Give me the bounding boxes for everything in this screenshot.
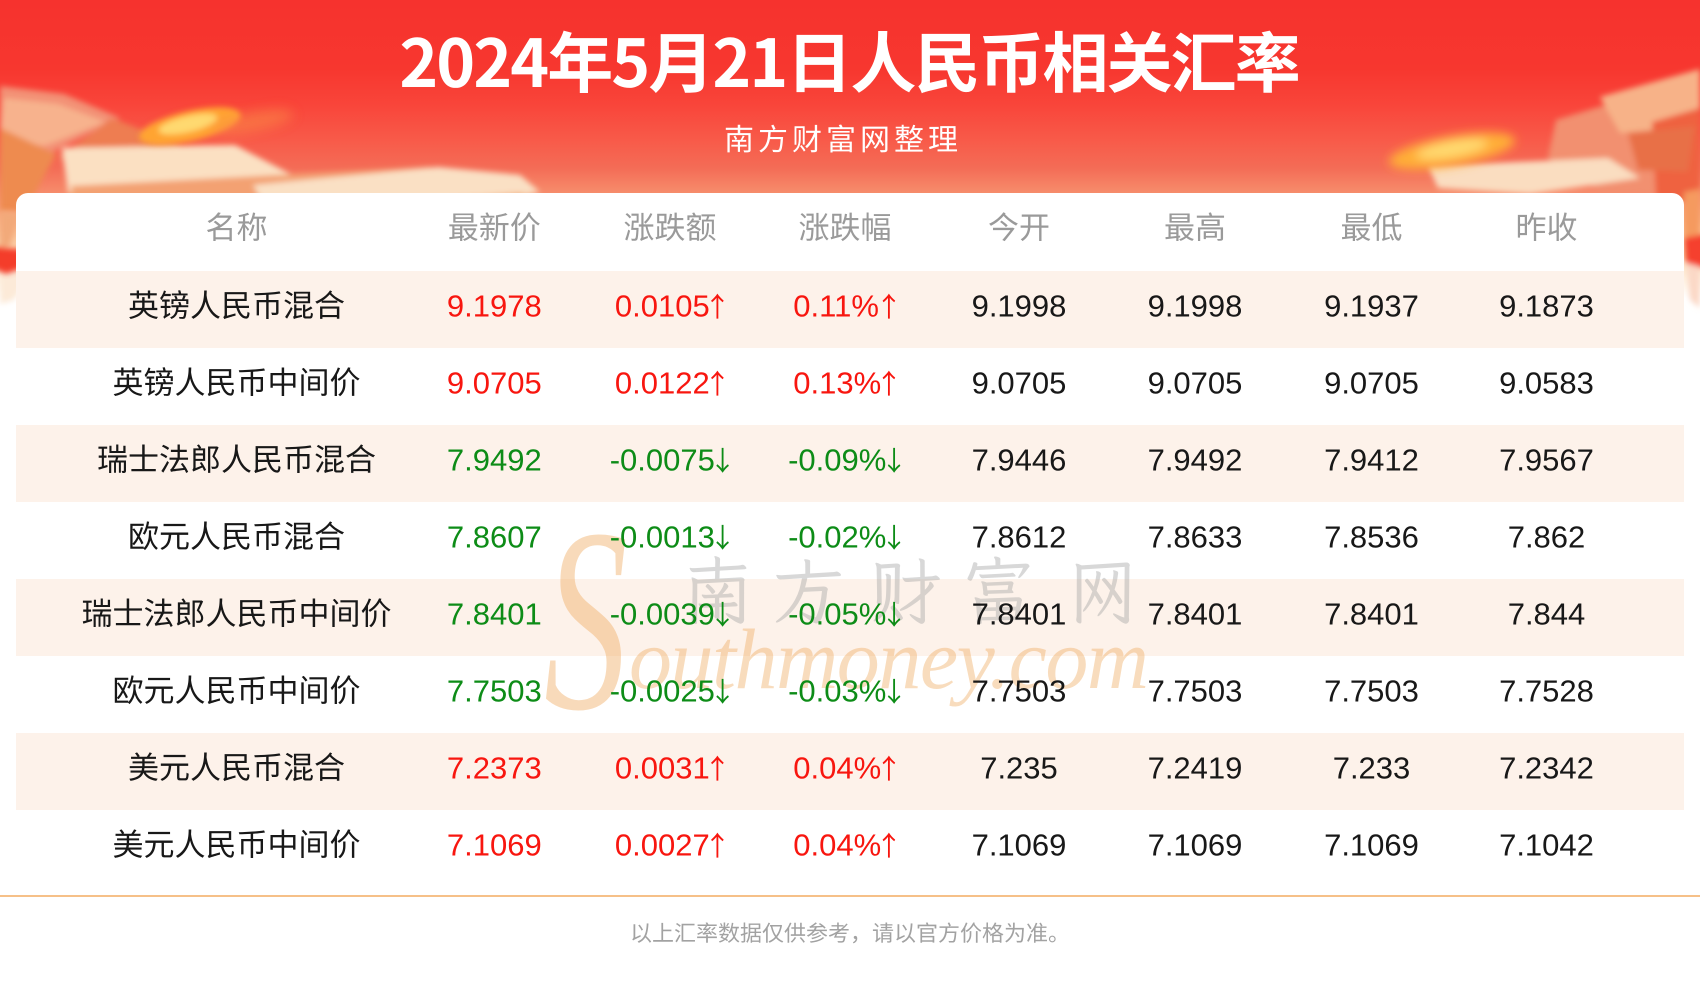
svg-text:9.1978: 9.1978 bbox=[447, 289, 542, 324]
svg-text:7.7503: 7.7503 bbox=[447, 674, 542, 709]
svg-text:-0.0075: -0.0075 bbox=[610, 443, 715, 478]
svg-text:0.0105: 0.0105 bbox=[615, 289, 710, 324]
svg-text:7.7528: 7.7528 bbox=[1499, 674, 1594, 709]
svg-text:7.9492: 7.9492 bbox=[447, 443, 542, 478]
svg-text:9.1873: 9.1873 bbox=[1499, 289, 1594, 324]
svg-text:7.1069: 7.1069 bbox=[1148, 828, 1243, 863]
svg-text:-0.0025: -0.0025 bbox=[610, 674, 715, 709]
svg-text:9.1937: 9.1937 bbox=[1324, 289, 1419, 324]
svg-text:7.1069: 7.1069 bbox=[972, 828, 1067, 863]
svg-text:7.7503: 7.7503 bbox=[972, 674, 1067, 709]
svg-text:0.0027: 0.0027 bbox=[615, 828, 710, 863]
svg-text:9.0705: 9.0705 bbox=[972, 366, 1067, 401]
svg-text:-0.02%: -0.02% bbox=[788, 520, 886, 555]
svg-text:outhmoney.com: outhmoney.com bbox=[629, 611, 1149, 707]
svg-text:9.0705: 9.0705 bbox=[1148, 366, 1243, 401]
svg-text:7.2419: 7.2419 bbox=[1148, 751, 1243, 786]
svg-text:7.8633: 7.8633 bbox=[1148, 520, 1243, 555]
svg-text:0.04%: 0.04% bbox=[793, 828, 881, 863]
svg-text:-0.05%: -0.05% bbox=[788, 597, 886, 632]
svg-text:7.8536: 7.8536 bbox=[1324, 520, 1419, 555]
svg-text:9.1998: 9.1998 bbox=[1148, 289, 1243, 324]
svg-text:9.0583: 9.0583 bbox=[1499, 366, 1594, 401]
svg-text:7.862: 7.862 bbox=[1508, 520, 1586, 555]
svg-text:7.7503: 7.7503 bbox=[1324, 674, 1419, 709]
svg-text:7.8401: 7.8401 bbox=[1324, 597, 1419, 632]
svg-text:7.7503: 7.7503 bbox=[1148, 674, 1243, 709]
svg-text:7.844: 7.844 bbox=[1508, 597, 1586, 632]
svg-text:7.2373: 7.2373 bbox=[447, 751, 542, 786]
svg-text:7.8401: 7.8401 bbox=[972, 597, 1067, 632]
svg-text:0.13%: 0.13% bbox=[793, 366, 881, 401]
svg-text:-0.03%: -0.03% bbox=[788, 674, 886, 709]
svg-text:7.8612: 7.8612 bbox=[972, 520, 1067, 555]
svg-text:7.1069: 7.1069 bbox=[1324, 828, 1419, 863]
svg-text:7.1069: 7.1069 bbox=[447, 828, 542, 863]
svg-text:7.1042: 7.1042 bbox=[1499, 828, 1594, 863]
svg-text:7.233: 7.233 bbox=[1333, 751, 1411, 786]
svg-text:7.8607: 7.8607 bbox=[447, 520, 542, 555]
svg-text:0.11%: 0.11% bbox=[793, 289, 879, 324]
svg-text:7.9412: 7.9412 bbox=[1324, 443, 1419, 478]
svg-text:7.235: 7.235 bbox=[980, 751, 1058, 786]
svg-text:7.9446: 7.9446 bbox=[972, 443, 1067, 478]
svg-text:-0.0013: -0.0013 bbox=[610, 520, 715, 555]
svg-text:7.9567: 7.9567 bbox=[1499, 443, 1594, 478]
svg-text:-0.09%: -0.09% bbox=[788, 443, 886, 478]
svg-text:7.8401: 7.8401 bbox=[447, 597, 542, 632]
svg-text:7.8401: 7.8401 bbox=[1148, 597, 1243, 632]
svg-text:9.0705: 9.0705 bbox=[1324, 366, 1419, 401]
svg-text:7.2342: 7.2342 bbox=[1499, 751, 1594, 786]
svg-text:9.0705: 9.0705 bbox=[447, 366, 542, 401]
svg-text:7.9492: 7.9492 bbox=[1148, 443, 1243, 478]
svg-text:9.1998: 9.1998 bbox=[972, 289, 1067, 324]
svg-text:S: S bbox=[544, 475, 628, 766]
svg-text:-0.0039: -0.0039 bbox=[610, 597, 715, 632]
svg-text:0.0031: 0.0031 bbox=[615, 751, 710, 786]
svg-text:0.04%: 0.04% bbox=[793, 751, 881, 786]
svg-text:0.0122: 0.0122 bbox=[615, 366, 710, 401]
